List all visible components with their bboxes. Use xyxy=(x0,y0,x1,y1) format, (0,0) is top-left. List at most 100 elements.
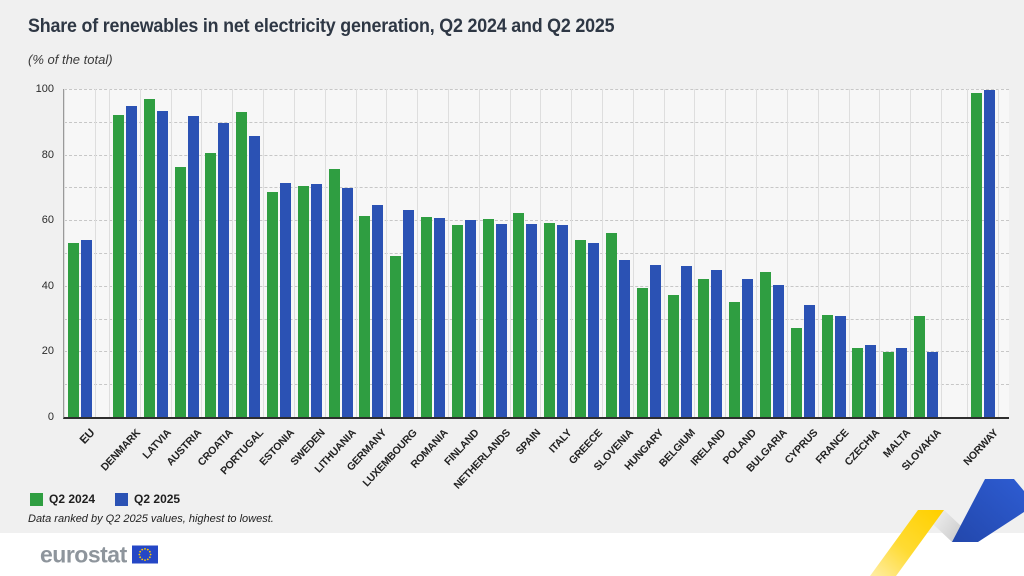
plot-area: EU DENMARK LATVIA AUSTRIA CROATIA PORTUGAL EST… xyxy=(63,89,1009,492)
bar-q2-2024-germany xyxy=(359,216,371,417)
x-label-netherlands: NETHERLANDS xyxy=(451,427,513,492)
bar-q2-2025-croatia xyxy=(218,123,230,417)
bar-q2-2024-sweden xyxy=(297,185,309,417)
y-axis: 0 20 40 60 80 100 xyxy=(0,83,56,423)
x-label-denmark: DENMARK xyxy=(98,427,143,474)
bar-q2-2024-portugal xyxy=(236,112,248,417)
bar-q2-2024-eu xyxy=(68,243,79,417)
bar-q2-2025-belgium xyxy=(680,265,692,417)
category-group-portugal: PORTUGAL xyxy=(218,89,266,477)
category-group-latvia: LATVIA xyxy=(139,89,173,461)
bar-q2-2024-slovenia xyxy=(605,233,617,417)
legend-label-q2-2024: Q2 2024 xyxy=(49,492,96,506)
category-group-austria: AUSTRIA xyxy=(165,89,204,468)
bar-q2-2024-lithuania xyxy=(328,169,340,417)
category-group-luxembourg: LUXEMBOURG xyxy=(361,89,420,489)
ranking-footnote: Data ranked by Q2 2025 values, highest t… xyxy=(28,513,274,525)
y-tick-label: 0 xyxy=(47,411,54,423)
bar-q2-2024-netherlands xyxy=(482,219,494,417)
ribbon-blue-segment xyxy=(952,479,1024,542)
category-group-sweden: SWEDEN xyxy=(288,89,328,468)
bar-q2-2024-slovakia xyxy=(914,316,926,417)
category-group-germany: GERMANY xyxy=(345,89,389,473)
category-group-france: FRANCE xyxy=(814,89,851,466)
category-group-denmark: DENMARK xyxy=(98,89,143,473)
category-group-spain: SPAIN xyxy=(509,89,543,457)
bar-q2-2024-poland xyxy=(729,302,741,417)
x-label-eu: EU xyxy=(78,427,98,447)
category-group-netherlands: NETHERLANDS xyxy=(451,89,512,492)
category-group-eu: EU xyxy=(64,89,98,447)
bar-q2-2025-malta xyxy=(896,347,908,417)
x-label-spain: SPAIN xyxy=(513,427,544,458)
category-group-lithuania: LITHUANIA xyxy=(312,89,358,475)
category-group-cyprus: CYPRUS xyxy=(783,89,821,466)
bar-q2-2024-bulgaria xyxy=(759,272,771,417)
y-tick-label: 20 xyxy=(41,345,54,358)
bar-q2-2024-latvia xyxy=(143,98,155,417)
y-tick-label: 60 xyxy=(41,214,54,227)
ribbon-yellow-segment xyxy=(870,510,944,576)
bar-q2-2024-malta xyxy=(883,352,895,417)
bar-q2-2024-cyprus xyxy=(790,328,802,417)
bar-q2-2025-germany xyxy=(372,205,384,417)
category-group-poland: POLAND xyxy=(721,89,759,467)
bar-q2-2025-eu xyxy=(81,239,92,417)
bar-q2-2025-romania xyxy=(434,217,446,417)
bar-q2-2024-denmark xyxy=(112,115,124,417)
bar-q2-2024-spain xyxy=(513,213,525,417)
bar-q2-2024-croatia xyxy=(205,153,217,417)
bar-q2-2025-latvia xyxy=(156,110,168,417)
category-group-hungary: HUNGARY xyxy=(623,89,666,473)
category-group-finland: FINLAND xyxy=(442,89,482,468)
bar-q2-2025-cyprus xyxy=(803,304,815,417)
bar-q2-2024-austria xyxy=(174,166,186,417)
chart-canvas: Share of renewables in net electricity g… xyxy=(0,0,1024,533)
eurostat-logo-text: eurostat xyxy=(40,541,127,567)
bar-q2-2025-czechia xyxy=(865,344,877,417)
eurostat-logo: eurostat xyxy=(40,543,158,566)
bar-q2-2024-hungary xyxy=(636,288,648,417)
bar-q2-2024-finland xyxy=(451,225,463,417)
group-gap xyxy=(997,89,1009,417)
bar-q2-2025-finland xyxy=(464,219,476,417)
category-group-slovenia: SLOVENIA xyxy=(591,89,636,473)
group-gap xyxy=(95,89,109,417)
bar-q2-2025-austria xyxy=(187,115,199,417)
bar-q2-2025-netherlands xyxy=(495,223,507,417)
bar-q2-2025-hungary xyxy=(649,264,661,417)
legend-label-q2-2025: Q2 2025 xyxy=(134,492,181,506)
legend-swatch-q2-2024 xyxy=(30,492,43,506)
bar-q2-2025-slovenia xyxy=(618,259,630,417)
chart-title: Share of renewables in net electricity g… xyxy=(28,16,615,37)
category-group-malta: MALTA xyxy=(879,89,913,460)
legend: Q2 2024 Q2 2025 xyxy=(30,492,180,506)
bar-q2-2024-italy xyxy=(544,222,556,417)
category-group-czechia: CZECHIA xyxy=(843,89,882,468)
bar-q2-2025-italy xyxy=(557,225,569,417)
bar-q2-2025-denmark xyxy=(125,106,137,417)
bar-q2-2024-greece xyxy=(575,239,587,417)
x-label-italy: ITALY xyxy=(546,427,575,456)
bar-q2-2025-slovakia xyxy=(927,352,939,417)
bar-q2-2024-luxembourg xyxy=(390,256,402,417)
bar-q2-2025-ireland xyxy=(711,270,723,417)
category-group-bulgaria: BULGARIA xyxy=(744,89,790,475)
bar-q2-2025-norway xyxy=(983,90,995,417)
bar-q2-2025-spain xyxy=(526,224,538,417)
category-group-norway: NORWAY xyxy=(961,89,1001,468)
bar-q2-2024-czechia xyxy=(852,347,864,417)
bar-q2-2024-norway xyxy=(970,92,982,417)
bar-q2-2025-greece xyxy=(588,243,600,417)
bar-q2-2024-romania xyxy=(421,216,433,417)
legend-item-q2-2024: Q2 2024 xyxy=(30,492,95,506)
bar-q2-2024-belgium xyxy=(667,295,679,417)
footer-band: eurostat xyxy=(0,533,1024,576)
category-group-belgium: BELGIUM xyxy=(656,89,697,470)
group-gap xyxy=(940,89,967,417)
bar-q2-2025-portugal xyxy=(249,136,261,417)
category-group-slovakia: SLOVAKIA xyxy=(900,89,944,473)
bar-q2-2025-estonia xyxy=(279,182,291,417)
bar-q2-2025-france xyxy=(834,316,846,417)
y-tick-label: 80 xyxy=(41,148,54,161)
